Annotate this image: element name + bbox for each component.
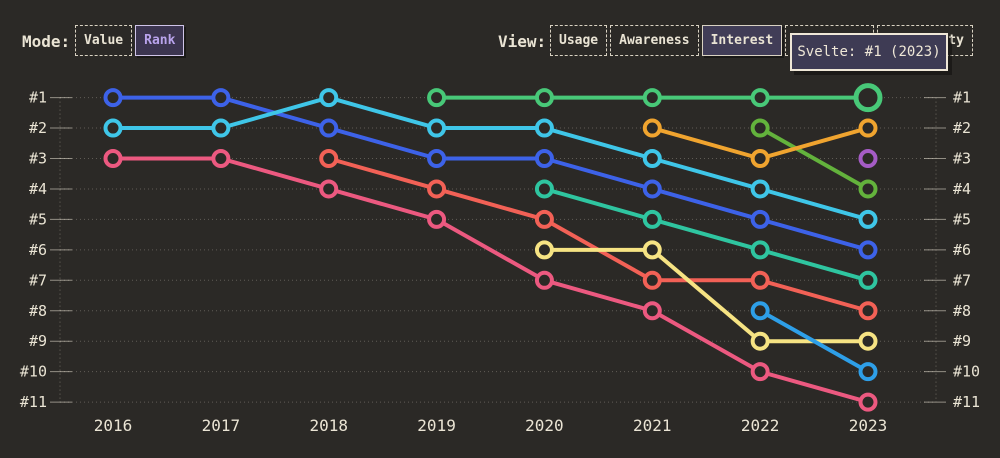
rank-label-left-#4: #4 — [29, 180, 47, 198]
series-line-skyblue — [758, 308, 870, 374]
mode-option-rank[interactable]: Rank — [135, 25, 185, 56]
rank-label-right-#11: #11 — [953, 393, 980, 411]
data-point-pink-2020[interactable] — [534, 270, 554, 290]
rank-label-left-#7: #7 — [29, 271, 47, 289]
data-point-yellow-2023[interactable] — [858, 331, 878, 351]
data-point-indigo-2023[interactable] — [858, 240, 878, 260]
data-point-pink-2021[interactable] — [642, 301, 662, 321]
data-point-orange-2021[interactable] — [642, 118, 662, 138]
year-label-2017: 2017 — [202, 416, 241, 435]
data-point-coral-2019[interactable] — [427, 179, 447, 199]
mode-label: Mode: — [22, 32, 71, 51]
data-point-teal-2022[interactable] — [750, 240, 770, 260]
view-option-interest[interactable]: Interest — [701, 25, 783, 56]
data-point-lime-2023[interactable] — [858, 179, 878, 199]
data-point-pink-2016[interactable] — [103, 149, 123, 168]
rank-label-right-#1: #1 — [953, 89, 971, 107]
series-line-cyan — [111, 95, 870, 222]
data-point-cyan-2023[interactable] — [858, 209, 878, 229]
rank-label-left-#3: #3 — [29, 150, 47, 168]
rank-label-left-#11: #11 — [20, 393, 47, 411]
rank-label-right-#7: #7 — [953, 271, 971, 289]
data-point-emerald-2022[interactable] — [750, 88, 770, 108]
data-point-teal-2020[interactable] — [534, 179, 554, 199]
data-point-cyan-2019[interactable] — [427, 118, 447, 138]
rank-label-right-#3: #3 — [953, 150, 971, 168]
tooltip-text: Svelte: #1 (2023) — [797, 44, 941, 60]
data-point-pink-2017[interactable] — [211, 149, 231, 168]
series-line-lime — [758, 126, 870, 191]
data-point-cyan-2017[interactable] — [211, 118, 231, 138]
mode-option-value[interactable]: Value — [75, 25, 133, 56]
series-line-indigo — [111, 95, 870, 252]
mode-toggle-group: Value Rank — [75, 25, 185, 56]
series-line-teal — [542, 186, 870, 283]
data-point-indigo-2017[interactable] — [211, 88, 231, 108]
data-point-indigo-2018[interactable] — [319, 118, 339, 138]
data-point-coral-2020[interactable] — [534, 209, 554, 229]
data-point-pink-2019[interactable] — [427, 209, 447, 229]
year-label-2020: 2020 — [525, 416, 564, 435]
rank-label-right-#2: #2 — [953, 119, 971, 137]
data-point-cyan-2020[interactable] — [534, 118, 554, 138]
rank-label-left-#2: #2 — [29, 119, 47, 137]
data-point-cyan-2018[interactable] — [319, 88, 339, 108]
data-point-yellow-2021[interactable] — [642, 240, 662, 260]
rank-label-left-#6: #6 — [29, 241, 47, 259]
data-point-indigo-2022[interactable] — [750, 209, 770, 229]
data-point-skyblue-2022[interactable] — [750, 301, 770, 321]
data-point-coral-2023[interactable] — [858, 301, 878, 321]
rank-label-left-#8: #8 — [29, 302, 47, 320]
year-label-2016: 2016 — [94, 416, 133, 435]
rank-label-right-#4: #4 — [953, 180, 971, 198]
data-point-coral-2021[interactable] — [642, 270, 662, 290]
data-point-emerald-2021[interactable] — [642, 88, 662, 108]
data-point-coral-2022[interactable] — [750, 270, 770, 290]
data-point-indigo-2019[interactable] — [427, 149, 447, 168]
highlighted-point-emerald-2023[interactable] — [853, 83, 883, 113]
rank-label-left-#9: #9 — [29, 332, 47, 350]
rank-label-right-#10: #10 — [953, 363, 980, 381]
data-point-indigo-2016[interactable] — [103, 88, 123, 108]
data-point-skyblue-2023[interactable] — [858, 362, 878, 382]
data-point-yellow-2022[interactable] — [750, 331, 770, 351]
data-point-indigo-2021[interactable] — [642, 179, 662, 199]
data-point-teal-2023[interactable] — [858, 270, 878, 290]
series-line-pink — [111, 156, 870, 405]
rank-label-right-#5: #5 — [953, 210, 971, 228]
rank-label-left-#10: #10 — [20, 363, 47, 381]
view-label: View: — [498, 32, 547, 51]
data-point-cyan-2016[interactable] — [103, 118, 123, 138]
data-point-indigo-2020[interactable] — [534, 149, 554, 168]
data-point-violet-2023[interactable] — [858, 149, 878, 168]
rank-label-left-#5: #5 — [29, 210, 47, 228]
data-point-teal-2021[interactable] — [642, 209, 662, 229]
tooltip: Svelte: #1 (2023) — [790, 33, 948, 71]
view-option-awareness[interactable]: Awareness — [610, 25, 699, 56]
data-point-cyan-2022[interactable] — [750, 179, 770, 199]
rank-label-right-#9: #9 — [953, 332, 971, 350]
rank-label-right-#6: #6 — [953, 241, 971, 259]
year-label-2021: 2021 — [633, 416, 672, 435]
data-point-yellow-2020[interactable] — [534, 240, 554, 260]
rank-label-right-#8: #8 — [953, 302, 971, 320]
data-point-orange-2022[interactable] — [750, 149, 770, 168]
year-label-2019: 2019 — [417, 416, 456, 435]
data-point-pink-2023[interactable] — [858, 392, 878, 412]
data-point-pink-2022[interactable] — [750, 362, 770, 382]
data-point-cyan-2021[interactable] — [642, 149, 662, 168]
data-point-orange-2023[interactable] — [858, 118, 878, 138]
data-point-coral-2018[interactable] — [319, 149, 339, 168]
data-point-emerald-2019[interactable] — [427, 88, 447, 108]
series-line-coral — [326, 156, 870, 313]
data-point-emerald-2020[interactable] — [534, 88, 554, 108]
view-option-usage[interactable]: Usage — [550, 25, 608, 56]
data-point-lime-2022[interactable] — [750, 118, 770, 138]
data-point-pink-2018[interactable] — [319, 179, 339, 199]
year-label-2023: 2023 — [849, 416, 888, 435]
rank-label-left-#1: #1 — [29, 89, 47, 107]
year-label-2022: 2022 — [741, 416, 780, 435]
year-label-2018: 2018 — [309, 416, 348, 435]
